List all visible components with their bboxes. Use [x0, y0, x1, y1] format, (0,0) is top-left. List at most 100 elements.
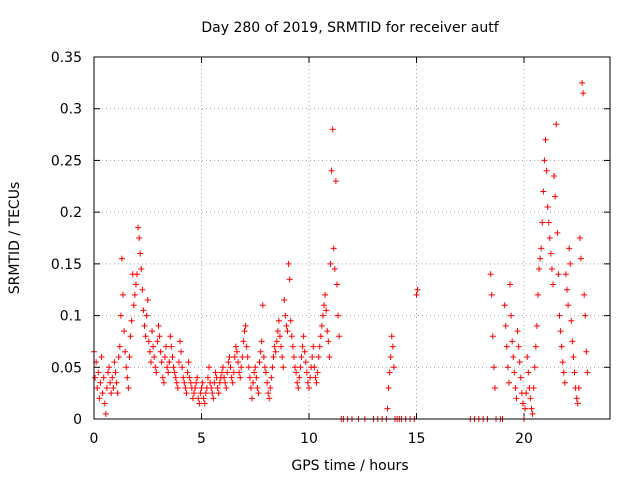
data-point [265, 390, 272, 397]
data-point [134, 271, 140, 278]
x-tick-label: 20 [515, 431, 533, 447]
data-point [489, 333, 496, 340]
data-point [292, 364, 299, 371]
data-point [385, 384, 392, 391]
data-point [99, 390, 106, 397]
data-point [512, 384, 519, 391]
data-point [130, 302, 137, 309]
data-point [522, 405, 529, 412]
data-point [236, 369, 243, 376]
data-point [230, 369, 237, 376]
data-point [514, 328, 521, 335]
data-point [569, 338, 576, 345]
data-point [307, 374, 314, 381]
data-point [250, 379, 257, 386]
data-point [240, 338, 247, 345]
data-point [174, 384, 181, 391]
data-point [169, 353, 176, 360]
data-point [301, 348, 308, 355]
data-point [126, 353, 133, 360]
data-point [211, 379, 218, 386]
data-point [138, 266, 145, 273]
data-point [322, 291, 329, 298]
data-point [127, 333, 134, 340]
data-point [303, 369, 310, 376]
data-point [228, 374, 235, 381]
data-point [180, 374, 187, 381]
data-point [540, 188, 547, 195]
data-point [212, 369, 219, 376]
data-point [153, 369, 160, 376]
data-point [310, 343, 317, 350]
data-point [271, 343, 278, 350]
data-point [222, 379, 229, 386]
data-point [242, 322, 249, 329]
data-point [335, 312, 342, 319]
data-point [297, 364, 304, 371]
data-point [233, 348, 240, 355]
data-point [179, 364, 186, 371]
data-point [255, 390, 262, 397]
data-point [97, 379, 104, 386]
data-point [104, 369, 111, 376]
data-point [198, 384, 205, 391]
data-point [161, 353, 168, 360]
x-axis-label: GPS time / hours [291, 458, 408, 474]
data-point [216, 379, 223, 386]
data-point [246, 374, 253, 381]
data-point [513, 395, 520, 402]
x-tick-labels: 0 5 10 15 20 [90, 431, 533, 447]
data-point [163, 343, 170, 350]
data-point [264, 379, 271, 386]
data-point [556, 312, 563, 319]
data-point [547, 250, 554, 257]
data-point [289, 343, 296, 350]
data-point [137, 250, 144, 257]
data-point [166, 359, 173, 366]
data-point [190, 390, 197, 397]
data-point [580, 90, 587, 97]
data-point [321, 302, 328, 309]
data-point [508, 312, 515, 319]
data-point [517, 374, 524, 381]
data-point [267, 384, 274, 391]
data-point [584, 369, 591, 376]
data-point [194, 374, 201, 381]
data-point [298, 353, 305, 360]
y-tick-label: 0.15 [51, 257, 82, 273]
data-point [329, 126, 336, 133]
data-point [388, 333, 395, 340]
data-point [172, 374, 179, 381]
data-point [155, 322, 162, 329]
data-point [144, 297, 151, 304]
data-point [577, 255, 584, 262]
data-point [490, 364, 497, 371]
data-point [288, 333, 295, 340]
data-point [170, 364, 177, 371]
data-point [159, 374, 166, 381]
data-point [160, 379, 167, 386]
data-point [299, 343, 306, 350]
data-point [151, 353, 158, 360]
data-point [201, 400, 208, 407]
data-point [98, 353, 105, 360]
data-point [542, 136, 549, 143]
data-point [106, 364, 113, 371]
data-point [243, 343, 250, 350]
data-point [534, 291, 541, 298]
data-point [269, 364, 276, 371]
data-point [227, 364, 234, 371]
data-point [229, 379, 236, 386]
data-point [224, 369, 231, 376]
data-point [147, 359, 154, 366]
data-point [333, 281, 340, 288]
data-point [96, 395, 103, 402]
data-point [316, 343, 323, 350]
data-point [141, 322, 148, 329]
data-point [531, 364, 538, 371]
data-point [387, 353, 394, 360]
data-point [274, 328, 281, 335]
data-point [131, 291, 138, 298]
data-point [192, 384, 199, 391]
